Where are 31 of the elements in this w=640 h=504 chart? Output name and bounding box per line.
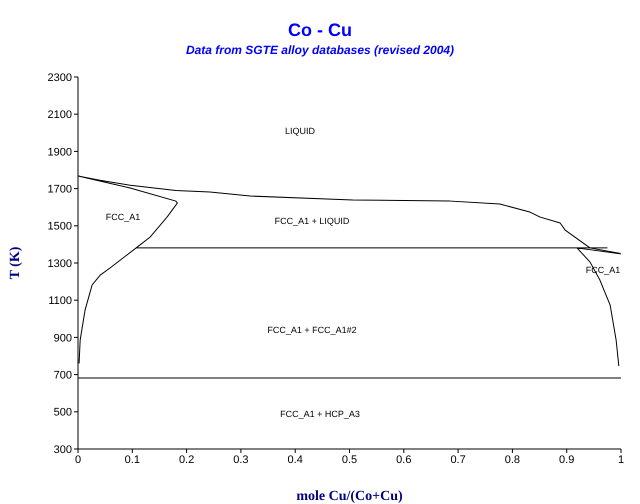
chart-title: Co - Cu — [287, 20, 353, 41]
x-tick-label: 0.4 — [288, 454, 303, 466]
x-tick-label: 0 — [74, 454, 82, 466]
annotation: LIQUID — [284, 126, 316, 136]
x-tick-label: 0.9 — [559, 454, 574, 466]
y-tick-label: 2100 — [48, 109, 72, 122]
y-tick-label: 1500 — [48, 220, 72, 233]
x-tick-label: 0.7 — [450, 454, 466, 466]
x-tick-label: 0.5 — [342, 454, 358, 466]
y-tick-label: 700 — [54, 370, 72, 382]
x-tick-label: 0.2 — [178, 454, 194, 466]
y-tick-label: 2300 — [48, 72, 72, 84]
y-tick-label: 300 — [54, 444, 72, 456]
chart-subtitle: Data from SGTE alloy databases (revised 2004) — [184, 43, 456, 57]
x-tick-label: 0.1 — [124, 454, 140, 466]
y-tick-label: 900 — [54, 332, 72, 344]
annotation: FCC_A1 + FCC_A1#2 — [267, 325, 357, 335]
y-tick-label: 500 — [54, 406, 72, 419]
x-tick-label: 0.6 — [396, 454, 412, 466]
y-tick-label: 1100 — [48, 295, 72, 308]
x-tick-label: 0.8 — [504, 454, 520, 466]
x-tick-label: 0.3 — [233, 454, 249, 466]
y-tick-label: 1900 — [48, 146, 72, 158]
annotation: FCC_A1 — [106, 212, 140, 222]
x-axis-title: mole Cu/(Co+Cu) — [296, 489, 404, 504]
y-axis-title: T (K) — [8, 246, 23, 280]
y-tick-label: 1300 — [48, 258, 72, 270]
x-tick-label: 1 — [618, 454, 624, 466]
y-tick-label: 1700 — [48, 184, 72, 196]
annotation: FCC_A1 + HCP_A3 — [280, 409, 360, 419]
annotation: FCC_A1 + LIQUID — [274, 216, 350, 226]
